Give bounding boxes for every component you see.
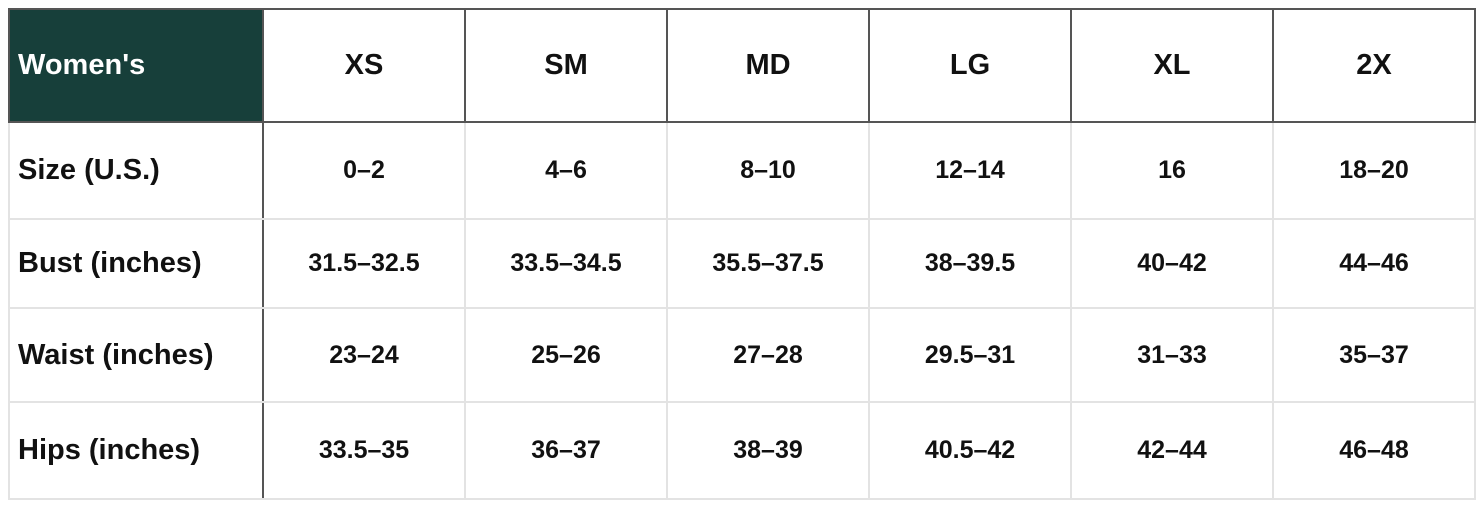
table-cell: 16 [1070, 121, 1274, 220]
row-label: Hips (inches) [8, 401, 264, 500]
table-cell: 33.5–34.5 [464, 218, 668, 309]
table-cell: 29.5–31 [868, 307, 1072, 403]
table-cell: 35.5–37.5 [666, 218, 870, 309]
table-cell: 12–14 [868, 121, 1072, 220]
table-cell: 38–39.5 [868, 218, 1072, 309]
size-chart: Women's XS SM MD LG XL 2X Size (U.S.) 0–2 4–6 8–10… [8, 8, 1476, 500]
table-cell: 42–44 [1070, 401, 1274, 500]
table-cell: 46–48 [1272, 401, 1476, 500]
table-row: Hips (inches) 33.5–35 36–37 38–39 40.5–42 42–… [8, 401, 1476, 500]
row-label: Waist (inches) [8, 307, 264, 403]
table-cell: 25–26 [464, 307, 668, 403]
row-label: Size (U.S.) [8, 121, 264, 220]
header-row: Women's XS SM MD LG XL 2X [8, 8, 1476, 123]
table-cell: 40–42 [1070, 218, 1274, 309]
table-cell: 27–28 [666, 307, 870, 403]
column-header: 2X [1272, 8, 1476, 123]
table-row: Bust (inches) 31.5–32.5 33.5–34.5 35.5–37.5… [8, 218, 1476, 309]
table-cell: 0–2 [262, 121, 466, 220]
row-label: Bust (inches) [8, 218, 264, 309]
table-cell: 23–24 [262, 307, 466, 403]
table-cell: 38–39 [666, 401, 870, 500]
size-table: Women's XS SM MD LG XL 2X Size (U.S.) 0–2 4–6 8–10… [8, 8, 1476, 500]
table-cell: 4–6 [464, 121, 668, 220]
table-cell: 44–46 [1272, 218, 1476, 309]
table-cell: 31.5–32.5 [262, 218, 466, 309]
table-cell: 35–37 [1272, 307, 1476, 403]
column-header: LG [868, 8, 1072, 123]
column-header: MD [666, 8, 870, 123]
table-cell: 33.5–35 [262, 401, 466, 500]
table-cell: 36–37 [464, 401, 668, 500]
table-cell: 18–20 [1272, 121, 1476, 220]
header-title: Women's [8, 8, 264, 123]
column-header: XS [262, 8, 466, 123]
column-header: XL [1070, 8, 1274, 123]
column-header: SM [464, 8, 668, 123]
table-cell: 40.5–42 [868, 401, 1072, 500]
table-row: Size (U.S.) 0–2 4–6 8–10 12–14 16 18–20 [8, 121, 1476, 220]
table-cell: 8–10 [666, 121, 870, 220]
table-row: Waist (inches) 23–24 25–26 27–28 29.5–31 31–3… [8, 307, 1476, 403]
table-cell: 31–33 [1070, 307, 1274, 403]
